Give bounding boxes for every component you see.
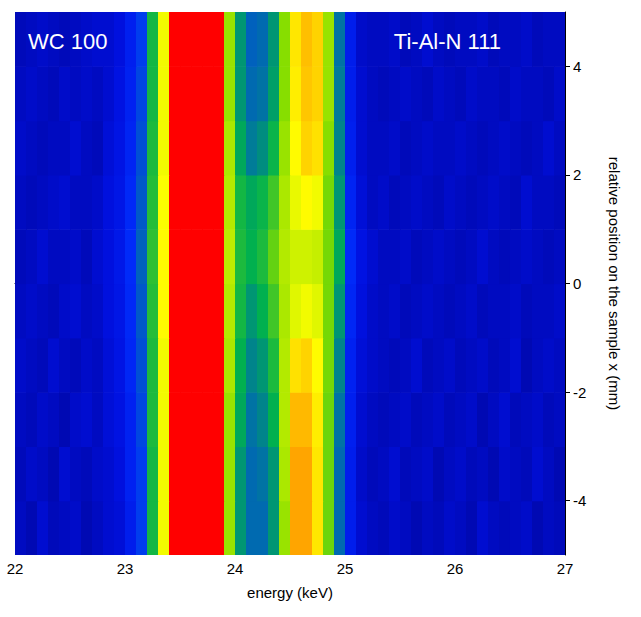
svg-text:-2: -2	[573, 384, 586, 401]
svg-text:2: 2	[573, 166, 581, 183]
svg-text:27: 27	[557, 560, 574, 577]
svg-text:25: 25	[337, 560, 354, 577]
svg-text:Ti-Al-N 111: Ti-Al-N 111	[394, 29, 501, 54]
svg-text:-4: -4	[573, 492, 586, 509]
svg-text:4: 4	[573, 58, 581, 75]
svg-text:0: 0	[573, 275, 581, 292]
svg-text:26: 26	[447, 560, 464, 577]
svg-text:energy (keV): energy (keV)	[247, 584, 333, 601]
svg-text:relative position on the sampl: relative position on the sample x (mm)	[606, 157, 623, 410]
svg-text:WC 100: WC 100	[28, 29, 107, 54]
svg-text:22: 22	[7, 560, 24, 577]
svg-text:23: 23	[117, 560, 134, 577]
svg-text:24: 24	[227, 560, 244, 577]
